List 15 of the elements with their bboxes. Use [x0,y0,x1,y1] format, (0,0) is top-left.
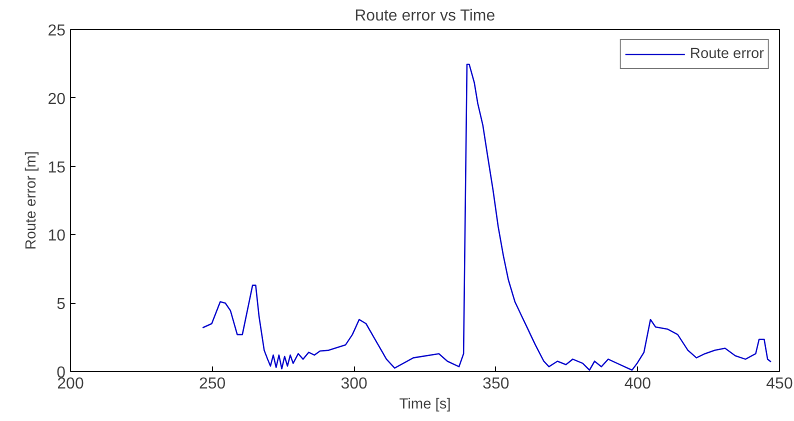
chart-title: Route error vs Time [354,8,496,24]
x-tick-label: 350 [482,376,510,392]
y-axis-title: Route error [m] [24,151,40,250]
x-tick-label: 400 [624,376,652,392]
x-tick-label: 300 [340,376,368,392]
y-tick-label: 25 [48,22,66,40]
line-series [202,64,772,371]
x-tick-label: 450 [766,376,793,392]
y-tick-label: 20 [48,90,66,108]
y-tick-label: 15 [48,159,66,176]
y-tick-label: 5 [56,296,66,314]
x-tick-label: 250 [198,376,226,392]
legend-label: Route error [690,46,764,62]
x-axis-title: Time [s] [399,396,451,412]
y-tick-label: 10 [48,228,66,245]
